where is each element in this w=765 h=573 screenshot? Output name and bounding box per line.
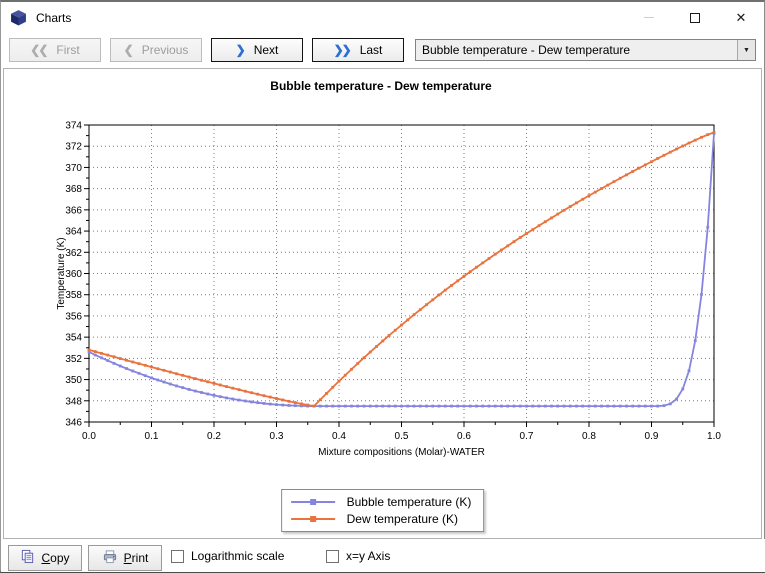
svg-text:0.1: 0.1	[145, 431, 159, 442]
svg-text:0.0: 0.0	[82, 431, 96, 442]
svg-text:1.0: 1.0	[707, 431, 721, 442]
previous-button[interactable]: ❮ Previous	[110, 38, 202, 62]
svg-text:350: 350	[65, 375, 82, 386]
previous-button-label: Previous	[141, 43, 189, 57]
titlebar: Charts ✕	[1, 2, 764, 33]
logarithmic-scale-checkbox-group: Logarithmic scale	[171, 549, 284, 563]
svg-text:358: 358	[65, 290, 82, 301]
copy-icon	[20, 549, 35, 567]
legend-item-dew: Dew temperature (K)	[290, 512, 472, 526]
footer-bar: Copy Print Logarithmic scale x=y Axis	[1, 539, 765, 572]
chart-legend: Bubble temperature (K) Dew temperature (…	[280, 489, 485, 532]
svg-text:Bubble temperature - Dew tempe: Bubble temperature - Dew temperature	[270, 79, 492, 93]
print-button-label: Print	[123, 551, 149, 565]
svg-text:0.9: 0.9	[645, 431, 659, 442]
chart-canvas: Bubble temperature - Dew temperature 346 3…	[56, 79, 721, 458]
window-title: Charts	[36, 10, 72, 25]
close-button[interactable]: ✕	[718, 2, 764, 33]
copy-button-label: Copy	[41, 551, 70, 565]
svg-text:0.5: 0.5	[395, 431, 409, 442]
dew-series-swatch	[290, 515, 335, 523]
xy-axis-checkbox-group: x=y Axis	[326, 549, 390, 563]
svg-text:346: 346	[65, 418, 82, 429]
svg-text:366: 366	[65, 205, 82, 216]
legend-item-bubble: Bubble temperature (K)	[290, 495, 472, 509]
first-chevrons-icon: ❮❮	[30, 43, 48, 57]
close-icon: ✕	[735, 10, 747, 25]
svg-text:Temperature (K): Temperature (K)	[56, 237, 67, 309]
toolbar: ❮❮ First ❮ Previous ❯ Next ❯❯ Last Bubbl…	[1, 33, 764, 67]
last-button[interactable]: ❯❯ Last	[312, 38, 404, 62]
xy-axis-checkbox[interactable]	[326, 549, 339, 563]
svg-text:0.3: 0.3	[270, 431, 284, 442]
svg-text:374: 374	[65, 121, 82, 132]
next-chevron-icon: ❯	[235, 43, 246, 57]
first-button[interactable]: ❮❮ First	[9, 38, 101, 62]
maximize-button[interactable]	[672, 2, 718, 33]
logarithmic-scale-checkbox[interactable]	[171, 549, 184, 563]
app-cube-icon	[10, 9, 27, 26]
copy-button[interactable]: Copy	[8, 545, 82, 571]
chart-type-dropdown[interactable]: Bubble temperature - Dew temperature ▼	[415, 39, 756, 61]
svg-text:0.4: 0.4	[332, 431, 346, 442]
print-icon	[102, 549, 118, 567]
svg-text:0.8: 0.8	[582, 431, 596, 442]
svg-text:0.7: 0.7	[520, 431, 534, 442]
last-chevrons-icon: ❯❯	[333, 43, 352, 57]
svg-text:364: 364	[65, 227, 82, 238]
dropdown-arrow-icon[interactable]: ▼	[737, 40, 755, 60]
svg-text:352: 352	[65, 354, 82, 365]
svg-text:0.2: 0.2	[207, 431, 221, 442]
maximize-icon	[690, 12, 700, 23]
svg-text:360: 360	[65, 269, 82, 280]
svg-text:372: 372	[65, 142, 82, 153]
minimize-icon	[644, 17, 654, 18]
last-button-label: Last	[359, 43, 383, 57]
xy-axis-label: x=y Axis	[346, 549, 391, 563]
svg-text:354: 354	[65, 333, 82, 344]
svg-text:356: 356	[65, 311, 82, 322]
first-button-label: First	[56, 43, 80, 57]
logarithmic-scale-label: Logarithmic scale	[191, 549, 285, 563]
next-button[interactable]: ❯ Next	[211, 38, 303, 62]
legend-label-bubble: Bubble temperature (K)	[346, 495, 472, 509]
svg-text:Mixture compositions (Molar)-W: Mixture compositions (Molar)-WATER	[318, 447, 485, 458]
svg-text:348: 348	[65, 396, 82, 407]
print-button[interactable]: Print	[88, 545, 162, 571]
window-controls: ✕	[626, 2, 764, 33]
legend-label-dew: Dew temperature (K)	[346, 512, 459, 526]
bubble-series-swatch	[290, 498, 335, 506]
chart-panel: Bubble temperature - Dew temperature 346 3…	[3, 68, 762, 539]
minimize-button[interactable]	[626, 2, 672, 33]
previous-chevron-icon: ❮	[123, 43, 134, 57]
svg-text:362: 362	[65, 248, 82, 259]
next-button-label: Next	[253, 43, 279, 57]
svg-text:370: 370	[65, 163, 82, 174]
svg-text:0.6: 0.6	[457, 431, 471, 442]
chart-type-dropdown-value: Bubble temperature - Dew temperature	[422, 43, 631, 57]
svg-text:368: 368	[65, 184, 82, 195]
